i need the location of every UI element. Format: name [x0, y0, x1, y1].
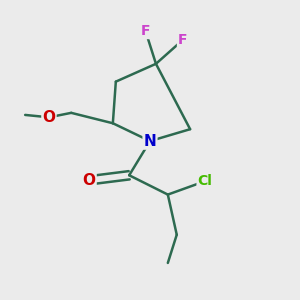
Text: Cl: Cl	[197, 174, 212, 188]
Text: O: O	[82, 173, 96, 188]
Text: F: F	[178, 33, 188, 47]
Text: F: F	[141, 24, 150, 38]
Text: O: O	[42, 110, 56, 125]
Text: N: N	[144, 134, 156, 148]
